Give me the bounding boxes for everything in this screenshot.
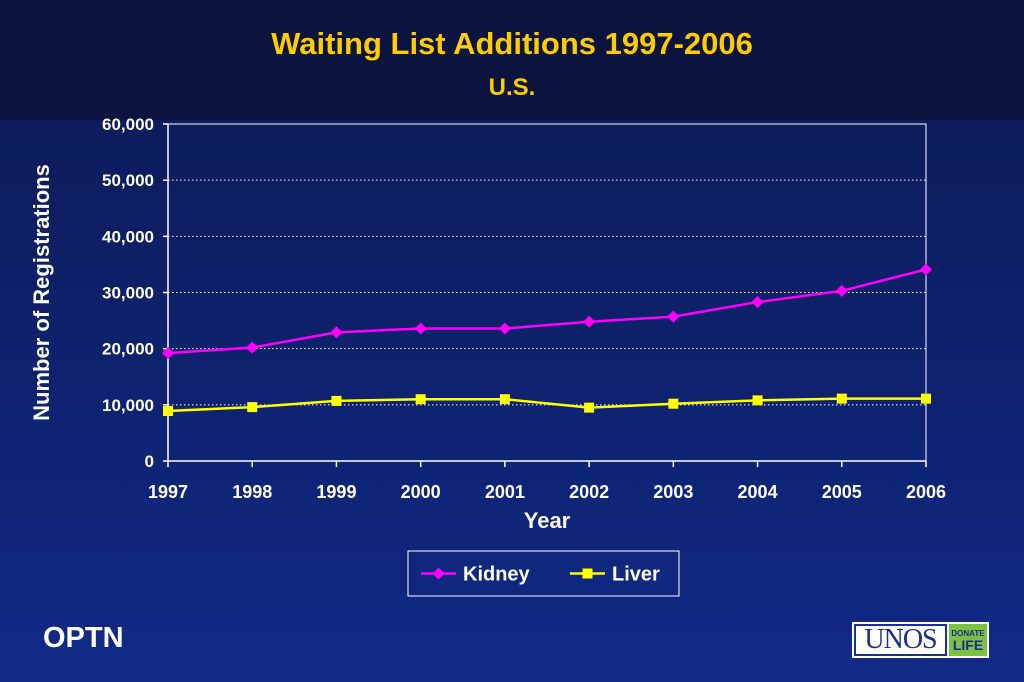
donate-life-badge: DONATE LIFE xyxy=(949,624,987,656)
kidney-data-point xyxy=(583,315,596,328)
legend-liver-marker xyxy=(582,568,593,579)
kidney-data-point xyxy=(751,296,764,309)
x-tick-label: 2002 xyxy=(569,482,609,502)
liver-data-point xyxy=(499,394,510,405)
legend-liver-label: Liver xyxy=(612,564,660,586)
y-axis-title: Number of Registrations xyxy=(29,164,54,421)
y-tick-label: 20,000 xyxy=(102,340,154,359)
x-tick-label: 1998 xyxy=(232,482,272,502)
liver-data-point xyxy=(836,393,847,404)
unos-logo: UNOS DONATE LIFE xyxy=(851,621,990,659)
liver-data-point xyxy=(921,393,931,404)
kidney-data-point xyxy=(330,326,343,339)
legend-box xyxy=(407,550,680,597)
liver-data-point xyxy=(584,402,595,413)
x-tick-label: 2004 xyxy=(738,482,778,502)
y-tick-label: 10,000 xyxy=(102,396,154,415)
x-tick-label: 2005 xyxy=(822,482,862,502)
y-tick-label: 30,000 xyxy=(102,284,154,303)
x-tick-label: 2006 xyxy=(906,482,946,502)
y-tick-label: 0 xyxy=(145,452,154,471)
x-tick-label: 1997 xyxy=(148,482,188,502)
x-tick-label: 1999 xyxy=(316,482,356,502)
legend-kidney-marker xyxy=(432,567,445,580)
liver-series-line xyxy=(167,397,926,413)
x-tick-label: 2003 xyxy=(653,482,693,502)
kidney-series-line xyxy=(167,268,927,355)
liver-data-point xyxy=(668,398,679,409)
kidney-data-point xyxy=(835,284,848,297)
y-tick-label: 40,000 xyxy=(102,227,154,246)
kidney-data-point xyxy=(498,322,511,335)
liver-data-point xyxy=(163,406,173,417)
donate-life-bottom: LIFE xyxy=(952,636,984,653)
x-axis-title: Year xyxy=(524,508,571,533)
x-tick-label: 2001 xyxy=(485,482,525,502)
x-tick-label: 2000 xyxy=(401,482,441,502)
chart-subtitle: U.S. xyxy=(488,74,536,101)
header-band xyxy=(0,0,1024,120)
liver-data-point xyxy=(415,394,426,405)
chart-title: Waiting List Additions 1997-2006 xyxy=(271,26,753,61)
y-tick-label: 60,000 xyxy=(102,115,154,134)
donate-life-top: DONATE xyxy=(951,628,985,638)
liver-data-point xyxy=(752,395,763,406)
kidney-data-point xyxy=(920,263,932,276)
y-tick-label: 50,000 xyxy=(102,171,154,190)
kidney-data-point xyxy=(162,347,174,360)
liver-data-point xyxy=(331,395,342,406)
legend-kidney-label: Kidney xyxy=(463,564,531,586)
unos-logo-text: UNOS xyxy=(854,624,947,656)
kidney-data-point xyxy=(667,310,680,323)
optn-label: OPTN xyxy=(43,622,124,654)
liver-data-point xyxy=(247,402,258,413)
kidney-data-point xyxy=(414,322,427,335)
kidney-data-point xyxy=(246,341,259,354)
